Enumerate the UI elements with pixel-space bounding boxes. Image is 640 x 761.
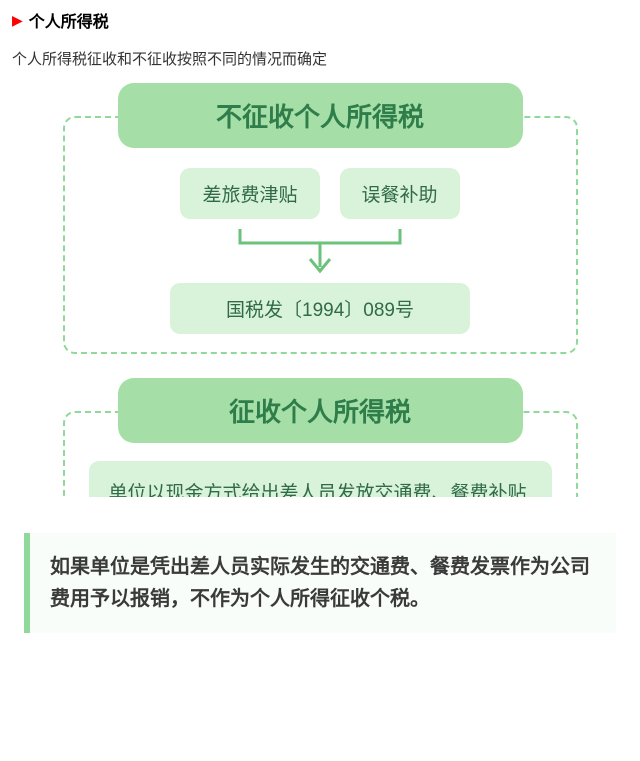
bullet-icon: ▶ bbox=[12, 12, 23, 29]
section1-title: 不征收个人所得税 bbox=[118, 83, 523, 148]
section1-item1: 差旅费津贴 bbox=[180, 168, 319, 219]
section1-regulation: 国税发〔1994〕089号 bbox=[170, 283, 470, 334]
section2-body: 单位以现金方式给出差人员发放交通费、餐费补贴 bbox=[89, 461, 552, 497]
page-heading: 个人所得税 bbox=[29, 8, 109, 32]
footer-note: 如果单位是凭出差人员实际发生的交通费、餐费发票作为公司费用予以报销，不作为个人所… bbox=[24, 533, 616, 633]
section1-box: 差旅费津贴 误餐补助 国税发〔1994〕089号 bbox=[63, 116, 578, 354]
arrow-down-icon bbox=[65, 219, 576, 279]
section1-item2: 误餐补助 bbox=[340, 168, 460, 219]
tax-diagram: 不征收个人所得税 差旅费津贴 误餐补助 国税发〔1994〕089号 征收个人所得… bbox=[43, 83, 598, 497]
section2-title: 征收个人所得税 bbox=[118, 378, 523, 443]
intro-text: 个人所得税征收和不征收按照不同的情况而确定 bbox=[0, 36, 640, 83]
